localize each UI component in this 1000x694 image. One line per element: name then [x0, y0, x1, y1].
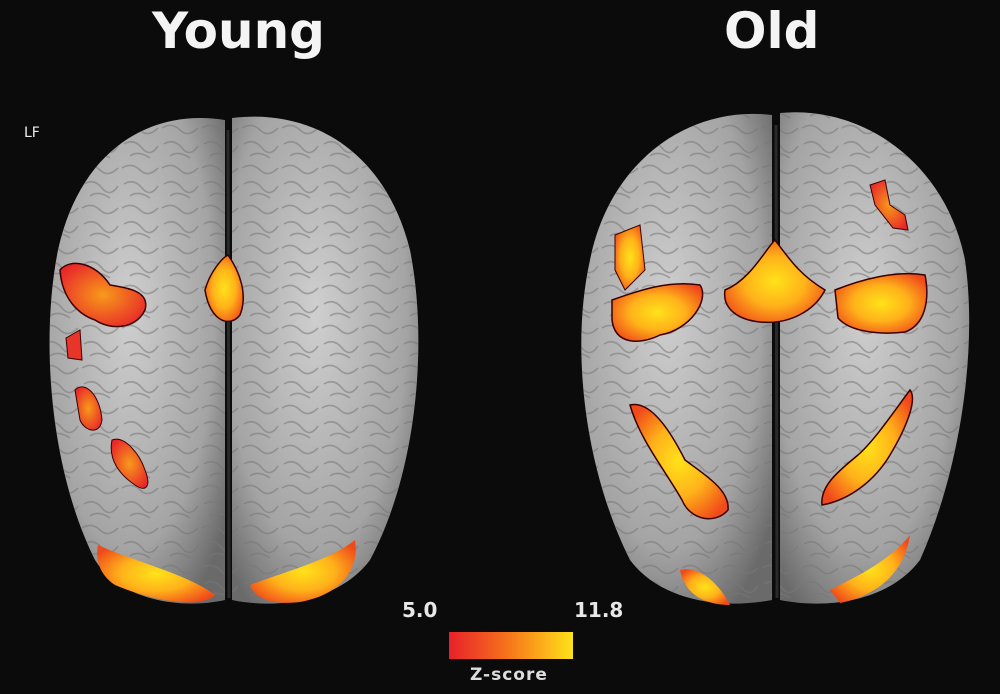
activation-blob	[611, 282, 704, 342]
old-brain	[581, 112, 970, 605]
activation-blob	[74, 386, 103, 431]
activation-blob	[65, 329, 83, 361]
activation-blob	[629, 403, 729, 520]
activation-blob	[59, 262, 147, 328]
colorbar-min-label: 5.0	[402, 598, 438, 622]
young-brain	[49, 116, 419, 604]
activation-blob	[204, 254, 244, 323]
activation-blob	[614, 224, 646, 291]
panel-title-young: Young	[152, 2, 325, 60]
panel-title-old: Old	[724, 2, 820, 60]
activation-blob	[834, 272, 928, 334]
colorbar	[449, 632, 573, 659]
colorbar-max-label: 11.8	[574, 598, 624, 622]
activation-blob	[724, 238, 826, 324]
colorbar-title: Z-score	[470, 665, 548, 685]
activation-blob	[110, 438, 149, 489]
activation-blob	[869, 179, 909, 231]
activation-blob	[830, 535, 910, 603]
activation-blob	[97, 545, 215, 603]
orientation-label: LF	[24, 125, 40, 141]
activation-blob	[821, 388, 914, 506]
activation-blob	[250, 540, 356, 603]
activation-blob	[680, 569, 730, 605]
